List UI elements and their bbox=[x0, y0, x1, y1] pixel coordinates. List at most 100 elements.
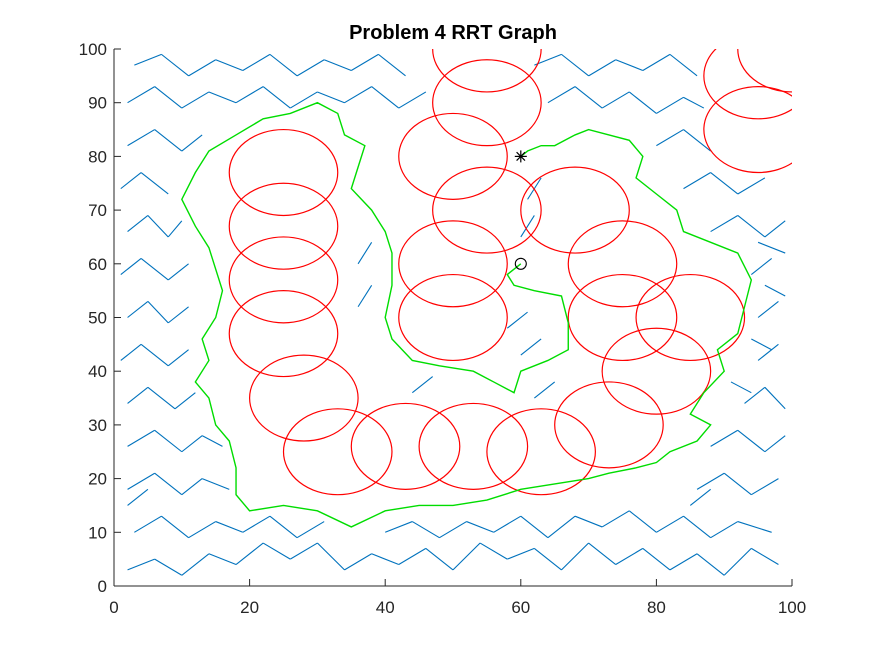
tree-edge bbox=[737, 429, 766, 453]
tree-edge bbox=[398, 91, 427, 109]
obstacle-circle bbox=[432, 59, 542, 147]
tree-edge bbox=[140, 257, 169, 281]
tree-edge bbox=[615, 59, 644, 71]
obstacle-circle bbox=[554, 381, 664, 469]
tree-edge bbox=[296, 521, 325, 539]
tree-edge bbox=[398, 547, 427, 565]
tree-edge bbox=[351, 53, 379, 71]
tree-edge bbox=[188, 59, 216, 77]
obstacle-circle bbox=[703, 49, 792, 120]
tree-edge bbox=[289, 91, 318, 109]
obstacle-circle bbox=[737, 49, 792, 93]
tree-edge bbox=[127, 129, 155, 147]
tree-edge bbox=[127, 472, 155, 490]
tree-edge bbox=[208, 553, 237, 566]
tree-edge bbox=[120, 343, 142, 361]
tree-edge bbox=[656, 129, 684, 147]
tree-edge bbox=[296, 59, 325, 77]
tree-edge bbox=[656, 96, 684, 114]
obstacle-circle bbox=[486, 408, 596, 496]
axes: 0 20 40 60 80 100 0 10 20 30 40 50 60 70 80 90 100 bbox=[79, 40, 807, 617]
tree-edge bbox=[161, 53, 189, 77]
tree-edge bbox=[737, 215, 766, 238]
tree-edge bbox=[466, 521, 494, 533]
tree-edge bbox=[601, 91, 630, 109]
obstacle-circle bbox=[635, 273, 746, 362]
tree-edge bbox=[723, 548, 752, 576]
tree-edge bbox=[167, 306, 189, 324]
tree-edge bbox=[154, 86, 183, 109]
x-tick-label: 80 bbox=[647, 598, 666, 617]
tree-edge bbox=[181, 134, 203, 152]
tree-edge bbox=[384, 521, 413, 533]
tree-edge bbox=[269, 515, 298, 539]
tree-edge bbox=[751, 478, 779, 496]
tree-edge bbox=[323, 59, 352, 71]
tree-edge bbox=[134, 515, 162, 533]
obstacle-circle bbox=[228, 182, 339, 270]
tree-edge bbox=[357, 284, 373, 308]
obstacle-circle bbox=[703, 86, 792, 174]
obstacles bbox=[228, 49, 792, 496]
tree-edge bbox=[574, 515, 603, 528]
tree-edge bbox=[127, 558, 155, 571]
tree-edge bbox=[201, 478, 230, 490]
y-tick-label: 50 bbox=[88, 309, 107, 328]
tree-edge bbox=[120, 172, 142, 190]
tree-edge bbox=[534, 381, 556, 399]
tree-edge bbox=[371, 86, 400, 109]
tree-edge bbox=[154, 472, 183, 496]
y-tick-label: 60 bbox=[88, 255, 107, 274]
tree-edge bbox=[439, 521, 467, 539]
tree-edge bbox=[167, 263, 189, 281]
tree-edge bbox=[764, 435, 786, 453]
tree-edge bbox=[411, 376, 434, 394]
tree-edge bbox=[561, 53, 589, 77]
tree-edge bbox=[140, 343, 169, 367]
obstacle-circle bbox=[398, 220, 508, 308]
obstacle-circle bbox=[418, 402, 529, 490]
obstacle-circle bbox=[601, 327, 712, 415]
tree-edge bbox=[628, 91, 657, 114]
tree-edge bbox=[750, 257, 773, 275]
x-tick-label: 0 bbox=[109, 598, 118, 617]
tree-edge bbox=[344, 553, 372, 571]
tree-edge bbox=[710, 214, 739, 233]
y-tick-label: 80 bbox=[88, 147, 107, 166]
tree-edge bbox=[317, 542, 345, 571]
tree-edge bbox=[161, 515, 189, 539]
obstacle-circle bbox=[398, 273, 508, 362]
tree-edge bbox=[215, 59, 244, 71]
tree-edge bbox=[167, 349, 189, 367]
tree-edge bbox=[344, 86, 372, 104]
tree-edge bbox=[669, 53, 698, 77]
tree-edge bbox=[520, 338, 542, 356]
obstacle-circle bbox=[432, 166, 542, 254]
tree-edge bbox=[140, 172, 169, 195]
x-tick-label: 60 bbox=[511, 598, 530, 617]
tree-edge bbox=[127, 215, 149, 233]
tree-edge bbox=[127, 488, 149, 506]
y-tick-label: 40 bbox=[88, 362, 107, 381]
tree-edge bbox=[507, 547, 535, 560]
tree-edge bbox=[757, 343, 779, 361]
tree-edge bbox=[201, 435, 223, 447]
tree-edge bbox=[188, 521, 216, 539]
tree-edge bbox=[493, 515, 522, 533]
tree-edge bbox=[561, 542, 589, 571]
start-marker bbox=[514, 257, 527, 270]
obstacle-circle bbox=[520, 166, 630, 254]
tree-edge bbox=[520, 515, 549, 539]
tree-edge bbox=[154, 129, 183, 152]
tree-edge bbox=[425, 547, 454, 571]
tree-edge bbox=[689, 488, 711, 506]
tree-edge bbox=[683, 172, 711, 190]
tree-edge bbox=[242, 515, 271, 533]
tree-edge bbox=[235, 542, 264, 565]
tree-edge bbox=[737, 521, 772, 533]
tree-edge bbox=[737, 177, 766, 195]
tree-edge bbox=[710, 172, 739, 195]
tree-edge bbox=[534, 547, 562, 571]
y-tick-label: 0 bbox=[98, 577, 107, 596]
